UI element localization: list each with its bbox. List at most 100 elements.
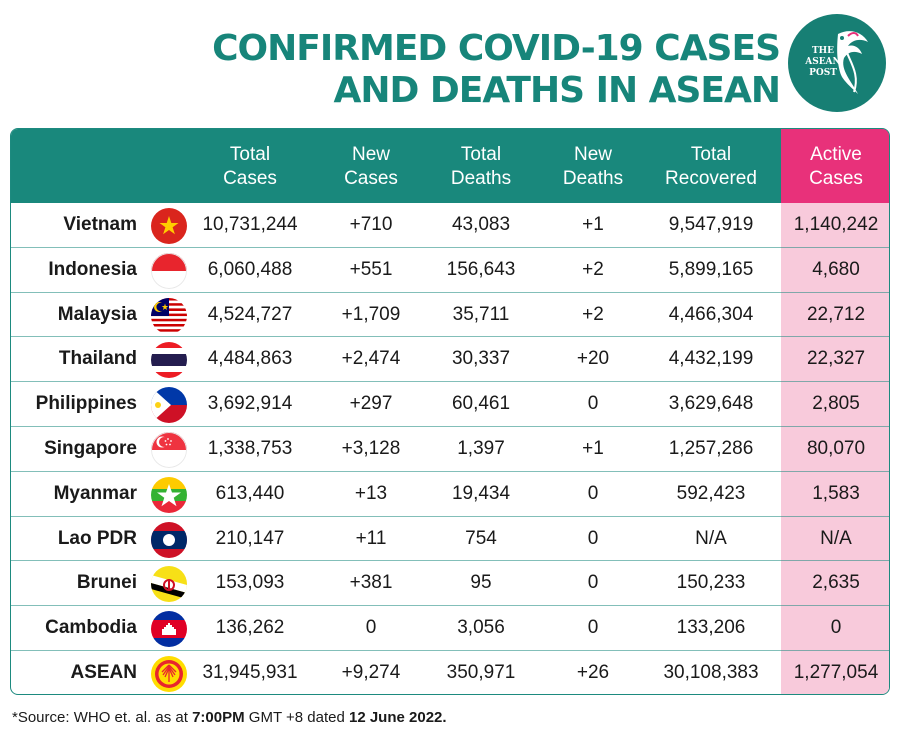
covid-table: Total Cases New Cases Total Deaths New D… — [10, 128, 890, 695]
total-deaths-cell: 30,337 — [451, 348, 511, 370]
row-divider — [11, 336, 889, 338]
new-deaths-cell: 0 — [587, 617, 599, 639]
total-recovered-cell: 3,629,648 — [668, 393, 754, 415]
indonesia-flag-icon — [151, 252, 187, 289]
new-deaths-cell: +20 — [576, 348, 610, 370]
new-deaths-cell: 0 — [587, 393, 599, 415]
active-cases-cell: 0 — [830, 617, 842, 639]
table-row: Singapore 1,338,753 +3,128 1,397 +1 1,257,286… — [11, 427, 889, 472]
total-cases-cell: 10,731,244 — [202, 214, 298, 235]
total-recovered-cell: 4,432,199 — [668, 348, 754, 370]
new-deaths-cell: 0 — [587, 527, 599, 549]
table-row: Malaysia 4,524,727 +1,709 35,711 +2 4,466,304… — [11, 293, 889, 338]
source-footnote: *Source: WHO et. al. as at 7:00PM GMT +8… — [12, 709, 447, 726]
country-name: Philippines — [35, 393, 137, 415]
row-divider — [11, 291, 889, 293]
country-name: Malaysia — [57, 303, 137, 325]
title-line-2: AND DEATHS IN ASEAN — [333, 70, 781, 111]
new-cases-cell: +297 — [349, 393, 393, 415]
active-cases-cell: N/A — [820, 527, 852, 549]
total-cases-cell: 3,692,914 — [207, 393, 293, 415]
total-cases-cell: 4,484,863 — [207, 348, 293, 370]
total-deaths-cell: 3,056 — [457, 617, 505, 639]
new-cases-cell: +381 — [349, 572, 393, 594]
total-deaths-cell: 35,711 — [452, 303, 510, 325]
table-row: Indonesia 6,060,488 +551 156,643 +2 5,899,165… — [11, 248, 889, 293]
total-cases-cell: 6,060,488 — [207, 258, 293, 280]
header-new-cases: New Cases — [344, 144, 398, 189]
table-row: Myanmar 613,440 +13 19,434 0 592,423 1,583 — [11, 472, 889, 517]
row-divider — [11, 381, 889, 383]
total-deaths-cell: 1,397 — [457, 438, 505, 459]
total-deaths-cell: 95 — [470, 572, 492, 594]
country-name: Singapore — [44, 438, 137, 459]
active-cases-cell: 1,277,054 — [793, 662, 879, 683]
new-cases-cell: +3,128 — [341, 438, 401, 459]
total-recovered-cell: N/A — [695, 527, 727, 549]
country-name: Cambodia — [45, 617, 137, 639]
new-deaths-cell: 0 — [587, 572, 599, 594]
table-row: Cambodia 136,262 0 3,056 0 133,206 0 — [11, 606, 889, 651]
total-cases-cell: 31,945,931 — [202, 662, 298, 683]
new-deaths-cell: +1 — [582, 214, 604, 235]
new-cases-cell: +11 — [355, 527, 387, 549]
laos-flag-icon — [151, 521, 187, 558]
new-cases-cell: +710 — [349, 214, 393, 235]
header-new-deaths: New Deaths — [562, 144, 624, 189]
total-recovered-cell: 5,899,165 — [668, 258, 754, 280]
new-cases-cell: +551 — [349, 258, 393, 280]
singapore-flag-icon — [151, 432, 187, 468]
row-divider — [11, 649, 889, 651]
total-cases-cell: 210,147 — [215, 527, 285, 549]
new-cases-cell: +13 — [354, 482, 388, 504]
new-cases-cell: +2,474 — [341, 348, 401, 370]
active-cases-cell: 1,583 — [812, 482, 860, 504]
row-divider — [11, 560, 889, 562]
table-row: Philippines 3,692,914 +297 60,461 0 3,629,648… — [11, 382, 889, 427]
total-recovered-cell: 592,423 — [676, 482, 746, 504]
table-row: Brunei 153,093 +381 95 0 150,233 2,635 — [11, 561, 889, 607]
active-cases-column — [781, 203, 889, 694]
active-cases-cell: 22,712 — [806, 303, 866, 325]
country-name: Lao PDR — [57, 527, 137, 549]
active-cases-cell: 4,680 — [812, 258, 860, 280]
country-name: Myanmar — [53, 482, 137, 504]
header-active-cases: Active Cases — [781, 129, 889, 203]
thailand-flag-icon — [151, 342, 187, 379]
active-cases-cell: 22,327 — [806, 348, 866, 370]
table-row: Thailand 4,484,863 +2,474 30,337 +20 4,432,19… — [11, 337, 889, 383]
country-name: Indonesia — [48, 258, 137, 280]
title-line-1: CONFIRMED COVID-19 CASES — [212, 28, 781, 69]
new-cases-cell: +1,709 — [341, 303, 401, 325]
total-recovered-cell: 30,108,383 — [663, 662, 759, 683]
page-title: CONFIRMED COVID-19 CASES AND DEATHS IN A… — [150, 28, 781, 112]
new-deaths-cell: +2 — [582, 258, 604, 280]
row-divider — [11, 425, 889, 427]
total-cases-cell: 136,262 — [215, 617, 285, 639]
asean-flag-icon — [151, 656, 187, 692]
total-recovered-cell: 9,547,919 — [668, 214, 754, 235]
total-recovered-cell: 1,257,286 — [668, 438, 754, 459]
row-divider — [11, 246, 889, 248]
new-cases-cell: +9,274 — [341, 662, 401, 683]
new-deaths-cell: +1 — [582, 438, 604, 459]
country-name: Thailand — [58, 348, 137, 370]
active-cases-cell: 1,140,242 — [793, 214, 879, 235]
table-header: Total Cases New Cases Total Deaths New D… — [11, 129, 889, 203]
new-deaths-cell: +26 — [576, 662, 610, 683]
logo-text: THE ASEAN POST — [805, 46, 841, 78]
active-cases-cell: 2,635 — [812, 572, 860, 594]
total-deaths-cell: 43,083 — [451, 214, 511, 235]
table-row: ASEAN 31,945,931 +9,274 350,971 +26 30,108,38… — [11, 651, 889, 694]
active-cases-cell: 2,805 — [812, 393, 860, 415]
new-cases-cell: 0 — [365, 617, 377, 639]
total-cases-cell: 1,338,753 — [207, 438, 293, 459]
row-divider — [11, 470, 889, 472]
total-deaths-cell: 156,643 — [446, 258, 516, 280]
header-total-recovered: Total Recovered — [665, 144, 757, 189]
total-cases-cell: 153,093 — [215, 572, 285, 594]
country-name: Brunei — [76, 572, 137, 594]
total-deaths-cell: 350,971 — [446, 662, 516, 683]
myanmar-flag-icon — [151, 476, 187, 513]
vietnam-flag-icon — [151, 208, 187, 244]
